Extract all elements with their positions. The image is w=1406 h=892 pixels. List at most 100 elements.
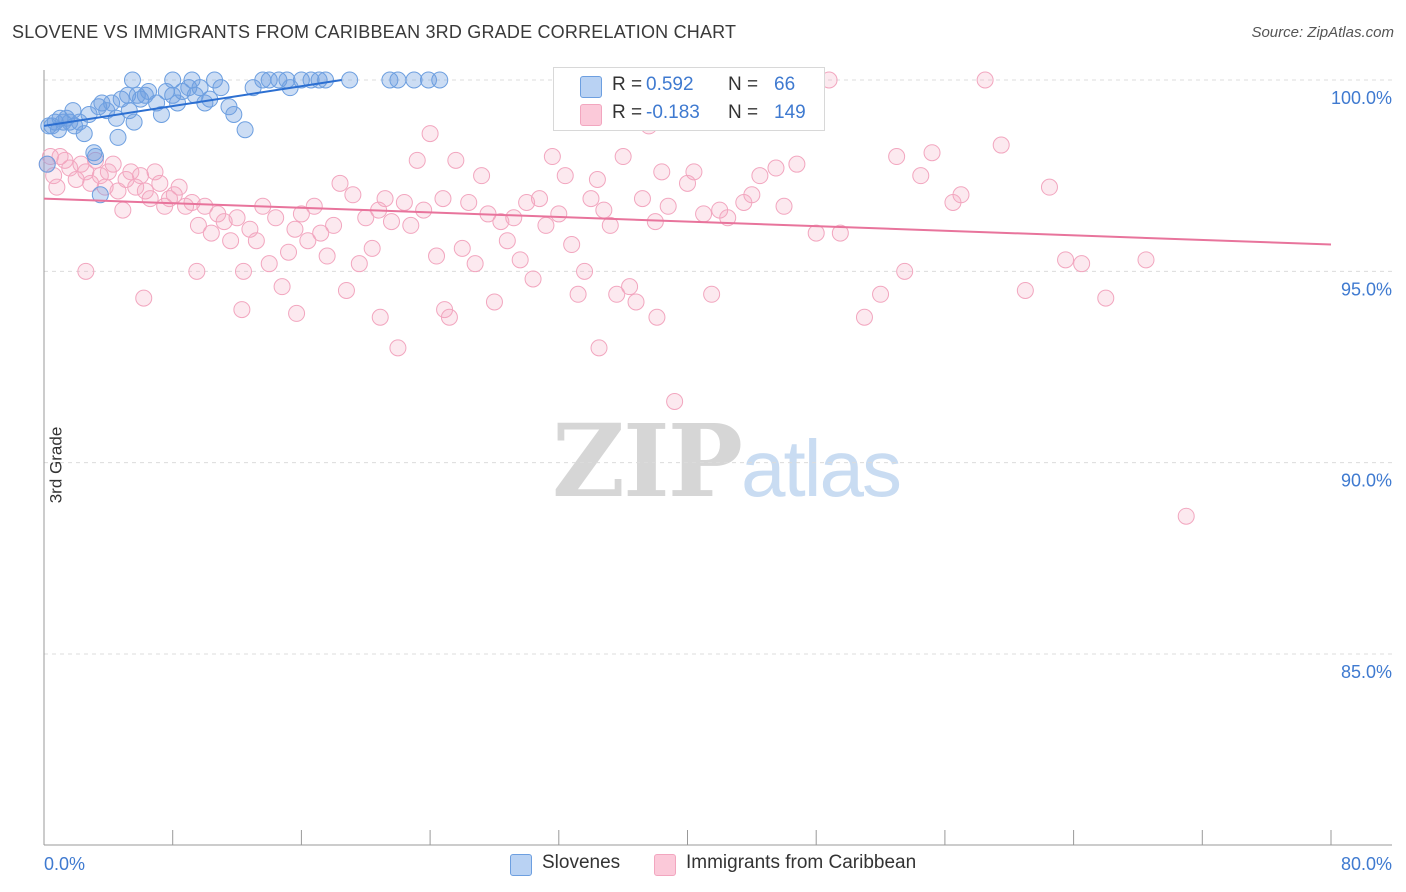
- y-tick-label: 95.0%: [1341, 279, 1392, 299]
- caribbean-point: [659, 197, 677, 215]
- slovenes-point: [225, 105, 243, 123]
- watermark-atlas: atlas: [740, 424, 902, 513]
- caribbean-point: [633, 190, 651, 208]
- caribbean-point: [434, 190, 452, 208]
- slovenes-swatch: [580, 76, 602, 98]
- caribbean-point: [135, 289, 153, 307]
- slovenes-point: [212, 79, 230, 97]
- caribbean-point: [775, 197, 793, 215]
- caribbean-n-value: 149: [774, 102, 806, 123]
- caribbean-point: [719, 209, 737, 227]
- slovenes-point: [236, 121, 254, 139]
- caribbean-point: [114, 201, 132, 219]
- y-tick-label: 90.0%: [1341, 471, 1392, 491]
- caribbean-point: [325, 216, 343, 234]
- caribbean-point: [498, 232, 516, 250]
- slovenes-legend-swatch: [510, 854, 532, 876]
- caribbean-point: [292, 205, 310, 223]
- caribbean-point: [436, 301, 454, 319]
- caribbean-point: [460, 193, 478, 211]
- caribbean-point: [267, 209, 285, 227]
- caribbean-point: [588, 170, 606, 188]
- caribbean-point: [421, 125, 439, 143]
- chart-title: SLOVENE VS IMMIGRANTS FROM CARIBBEAN 3RD…: [12, 22, 737, 42]
- stats-legend: R = 0.592 N = 66 R = -0.183 N = 149: [553, 67, 825, 131]
- caribbean-point: [331, 174, 349, 192]
- caribbean-point: [312, 224, 330, 242]
- caribbean-point: [511, 251, 529, 269]
- caribbean-point: [556, 167, 574, 185]
- caribbean-point: [1040, 178, 1058, 196]
- caribbean-point: [286, 220, 304, 238]
- slovenes-point: [341, 71, 359, 89]
- caribbean-point: [447, 151, 465, 169]
- caribbean-point: [666, 392, 684, 410]
- slovenes-r-value: 0.592: [646, 74, 694, 95]
- caribbean-point: [234, 262, 252, 280]
- slovenes-point: [91, 186, 109, 204]
- caribbean-point: [288, 304, 306, 322]
- caribbean-point: [537, 216, 555, 234]
- slovenes-trend-line: [43, 79, 342, 127]
- caribbean-point: [318, 247, 336, 265]
- slovenes-point: [405, 71, 423, 89]
- legend-row-slovenes: R = 0.592 N = 66: [554, 72, 824, 100]
- caribbean-point: [466, 255, 484, 273]
- caribbean-point: [189, 216, 207, 234]
- caribbean-point: [550, 205, 568, 223]
- caribbean-point: [582, 190, 600, 208]
- slovenes-point: [103, 94, 121, 112]
- x-tick-label-max: 80.0%: [1341, 854, 1392, 874]
- caribbean-point: [767, 159, 785, 177]
- caribbean-point: [132, 167, 150, 185]
- caribbean-point: [1137, 251, 1155, 269]
- slovenes-point: [86, 148, 104, 166]
- slovenes-point: [389, 71, 407, 89]
- caribbean-r-value: -0.183: [646, 102, 700, 123]
- caribbean-point: [1016, 281, 1034, 299]
- x-tick-label-min: 0.0%: [44, 854, 85, 874]
- slovenes-point: [317, 71, 335, 89]
- caribbean-point: [183, 193, 201, 211]
- slovenes-point: [164, 71, 182, 89]
- caribbean-point: [590, 339, 608, 357]
- slovenes-point: [260, 71, 278, 89]
- caribbean-point: [543, 148, 561, 166]
- slovenes-point: [183, 71, 201, 89]
- caribbean-point: [473, 167, 491, 185]
- caribbean-point: [576, 262, 594, 280]
- caribbean-point: [648, 308, 666, 326]
- caribbean-point: [888, 148, 906, 166]
- caribbean-point: [505, 209, 523, 227]
- caribbean-point: [77, 262, 95, 280]
- n-label: N =: [728, 102, 759, 123]
- caribbean-point: [614, 148, 632, 166]
- caribbean-point: [976, 71, 994, 89]
- slovenes-legend-label: Slovenes: [542, 852, 621, 873]
- caribbean-point: [260, 255, 278, 273]
- caribbean-point: [273, 278, 291, 296]
- caribbean-point: [518, 193, 536, 211]
- caribbean-point: [408, 151, 426, 169]
- caribbean-point: [104, 155, 122, 173]
- caribbean-point: [247, 232, 265, 250]
- caribbean-point: [952, 186, 970, 204]
- slovenes-point: [109, 128, 127, 146]
- caribbean-point: [122, 163, 140, 181]
- caribbean-point: [344, 186, 362, 204]
- caribbean-point: [453, 239, 471, 257]
- slovenes-point: [125, 113, 143, 131]
- slovenes-point: [75, 125, 93, 143]
- watermark-zip: ZIP: [552, 402, 743, 520]
- r-label: R =: [612, 74, 643, 95]
- y-axis-label: 3rd Grade: [46, 426, 66, 504]
- slovenes-point: [140, 82, 158, 100]
- caribbean-point: [872, 285, 890, 303]
- caribbean-point: [695, 205, 713, 223]
- caribbean-point: [855, 308, 873, 326]
- caribbean-point: [743, 186, 761, 204]
- caribbean-point: [912, 167, 930, 185]
- caribbean-point: [371, 308, 389, 326]
- caribbean-point: [530, 190, 548, 208]
- caribbean-point: [492, 213, 510, 231]
